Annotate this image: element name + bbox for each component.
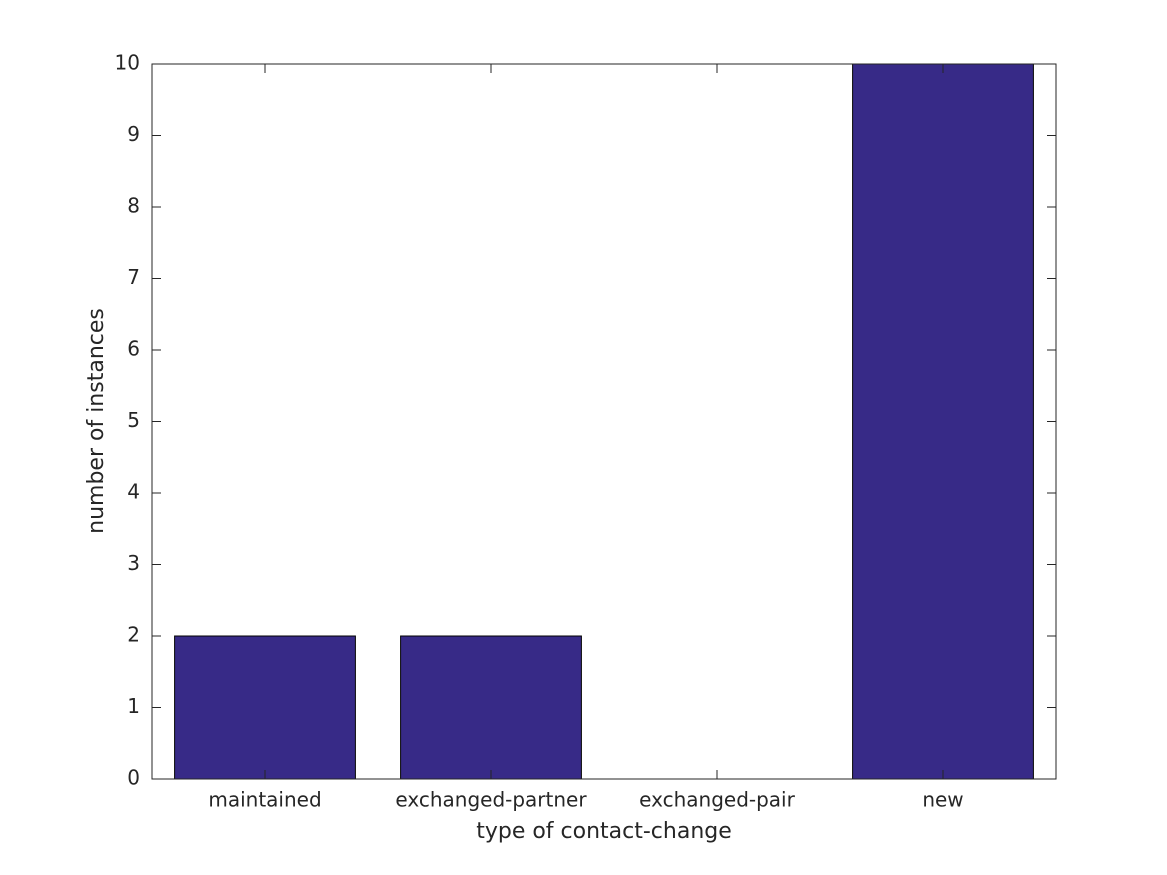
y-tick-label: 5 (127, 408, 140, 432)
x-tick-label: maintained (208, 788, 321, 812)
bar (852, 63, 1034, 780)
y-axis-label: number of instances (84, 308, 109, 534)
bar (174, 635, 356, 780)
y-tick-label: 8 (127, 194, 140, 218)
x-tick-label: exchanged-pair (639, 788, 795, 812)
y-tick-label: 10 (115, 51, 140, 75)
y-tick-label: 0 (127, 766, 140, 790)
y-tick-label: 1 (127, 694, 140, 718)
y-tick-label: 2 (127, 623, 140, 647)
x-tick-label: exchanged-partner (395, 788, 587, 812)
y-tick-label: 4 (127, 480, 140, 504)
y-tick-label: 6 (127, 337, 140, 361)
y-tick-label: 9 (127, 122, 140, 146)
bar (400, 635, 582, 780)
y-tick-label: 3 (127, 551, 140, 575)
x-tick-label: new (922, 788, 963, 812)
x-axis-label: type of contact-change (476, 819, 732, 844)
y-tick-label: 7 (127, 265, 140, 289)
